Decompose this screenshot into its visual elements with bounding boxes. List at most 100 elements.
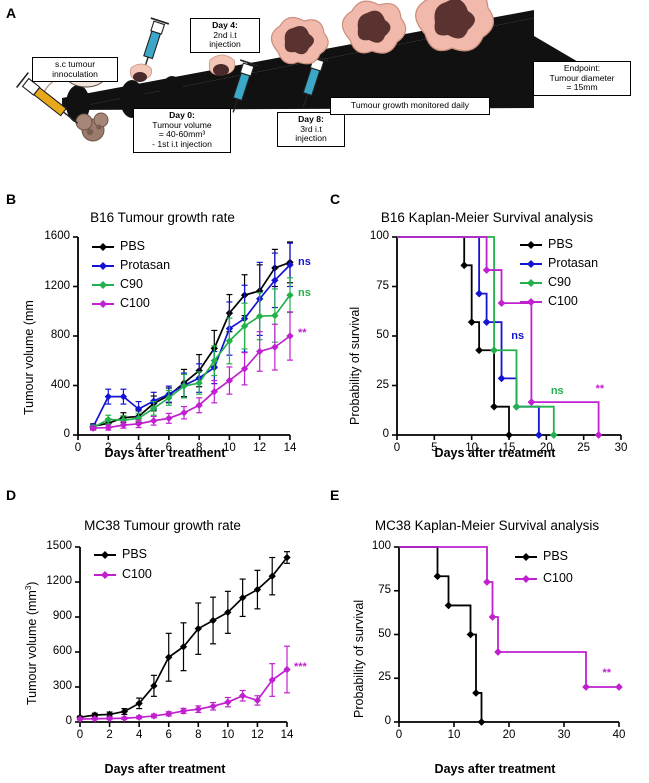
y-tick-label: 400 (50, 378, 70, 391)
diagram-box-day4: Day 4: 2nd i.t injection (190, 18, 260, 53)
panel-b-sig-c100: ** (298, 327, 307, 339)
legend-item-pbs: PBS (520, 237, 573, 251)
data-point (283, 553, 291, 562)
panel-b-sig-c90: ns (298, 287, 311, 300)
km-event-marker (512, 402, 521, 411)
y-tick-label: 75 (376, 279, 389, 292)
data-point (240, 365, 249, 373)
data-point (271, 276, 279, 285)
box-line: injection (209, 39, 241, 50)
data-point (194, 624, 203, 633)
legend-item-protasan: Protasan (92, 258, 170, 272)
data-point (240, 322, 249, 330)
panel-d-ylabel: Tumour volume (mm3) (24, 581, 40, 705)
data-point (209, 702, 217, 711)
syringe-it-1-icon (143, 17, 170, 71)
legend-swatch-icon (515, 574, 537, 584)
x-tick-label: 0 (395, 729, 403, 741)
panel-c-plot: 0 5 10 15 20 25 30 0 25 50 75 100 PBS Protasan C90 C100… (325, 225, 649, 465)
x-tick-label: 0 (393, 442, 401, 454)
km-event-marker (482, 266, 491, 275)
legend-item-pbs: PBS (92, 239, 145, 253)
y-tick-label: 100 (369, 230, 389, 242)
data-point (104, 392, 113, 401)
panel-e-xlabel: Days after treatment (434, 762, 556, 776)
km-event-marker (482, 318, 491, 327)
data-point (286, 261, 294, 269)
legend-label: C90 (548, 275, 571, 289)
plotD-svg (75, 546, 291, 727)
data-point (164, 653, 173, 662)
x-tick-label: 5 (431, 442, 438, 454)
data-point (89, 424, 97, 432)
panel-d-sig-c100: *** (294, 660, 307, 673)
data-point (286, 332, 294, 340)
panel-d-plot: 0 2 4 6 8 10 12 14 0 300 600 900 1200 1500 PBS C100 *** (0, 535, 325, 750)
timeline-graphic (16, 0, 580, 142)
km-event-marker (497, 374, 506, 383)
km-event-marker (490, 346, 499, 355)
legend-label: PBS (122, 547, 148, 561)
data-point (150, 712, 158, 720)
y-tick-label: 50 (378, 627, 391, 640)
x-tick-label: 10 (447, 729, 461, 741)
x-tick-label: 8 (195, 442, 203, 454)
km-event-marker (488, 613, 497, 621)
y-tick-label: 0 (65, 715, 72, 727)
data-point (210, 387, 219, 396)
data-point (271, 311, 279, 320)
data-point (194, 705, 203, 713)
x-tick-label: 25 (577, 442, 591, 454)
data-point (253, 696, 262, 705)
y-tick-label: 75 (378, 583, 391, 596)
panel-c-xlabel: Days after treatment (434, 446, 556, 460)
legend-swatch-icon (94, 570, 116, 580)
y-tick-label: 900 (52, 610, 72, 622)
x-tick-label: 0 (74, 442, 82, 454)
data-point (195, 379, 203, 387)
data-point (104, 415, 113, 424)
legend-swatch-icon (92, 280, 114, 290)
x-tick-label: 14 (283, 442, 297, 454)
x-tick-label: 4 (135, 729, 143, 741)
panel-d-title: MC38 Tumour growth rate (84, 518, 241, 533)
panel-b-plot: 0 2 4 6 8 10 12 14 0 400 800 1200 1600 PBS Protasan C90… (0, 225, 325, 465)
panel-c-title: B16 Kaplan-Meier Survival analysis (380, 210, 594, 225)
legend-item-c100: C100 (94, 567, 152, 581)
legend-swatch-icon (520, 297, 542, 307)
panel-letter-c: C (330, 191, 341, 207)
x-tick-label: 12 (253, 442, 267, 454)
data-point (286, 291, 294, 299)
legend-item-pbs: PBS (515, 549, 568, 563)
km-event-marker (582, 683, 590, 691)
panel-d-xlabel: Days after treatment (104, 762, 226, 776)
panel-e-sig-c100: ** (602, 666, 612, 679)
y-tick-label: 0 (63, 428, 70, 440)
diagram-box-endpoint: Endpoint: Tumour diameter = 15mm (533, 61, 631, 96)
legend-item-protasan: Protasan (520, 256, 598, 270)
legend-label: PBS (120, 239, 146, 253)
data-point (253, 585, 262, 594)
legend-swatch-icon (515, 552, 537, 562)
panel-letter-e: E (330, 487, 340, 503)
x-tick-label: 10 (221, 729, 235, 741)
data-point (268, 572, 276, 580)
legend-item-pbs: PBS (94, 547, 147, 561)
km-event-marker (497, 299, 506, 308)
x-tick-label: 30 (614, 442, 628, 454)
box-line: innoculation (52, 68, 98, 79)
data-point (179, 642, 188, 651)
x-tick-label: 0 (76, 729, 84, 741)
data-point (225, 337, 234, 345)
data-point (150, 682, 158, 690)
data-point (76, 715, 84, 723)
legend-swatch-icon (94, 550, 116, 560)
x-tick-label: 12 (251, 729, 264, 741)
box-line: Tumour diameter (549, 72, 615, 83)
panel-letter-b: B (6, 191, 17, 207)
y-tick-label: 25 (376, 378, 389, 391)
km-event-marker (433, 572, 442, 581)
data-point (238, 593, 247, 602)
data-point (268, 676, 276, 684)
y-tick-label: 100 (371, 540, 391, 552)
